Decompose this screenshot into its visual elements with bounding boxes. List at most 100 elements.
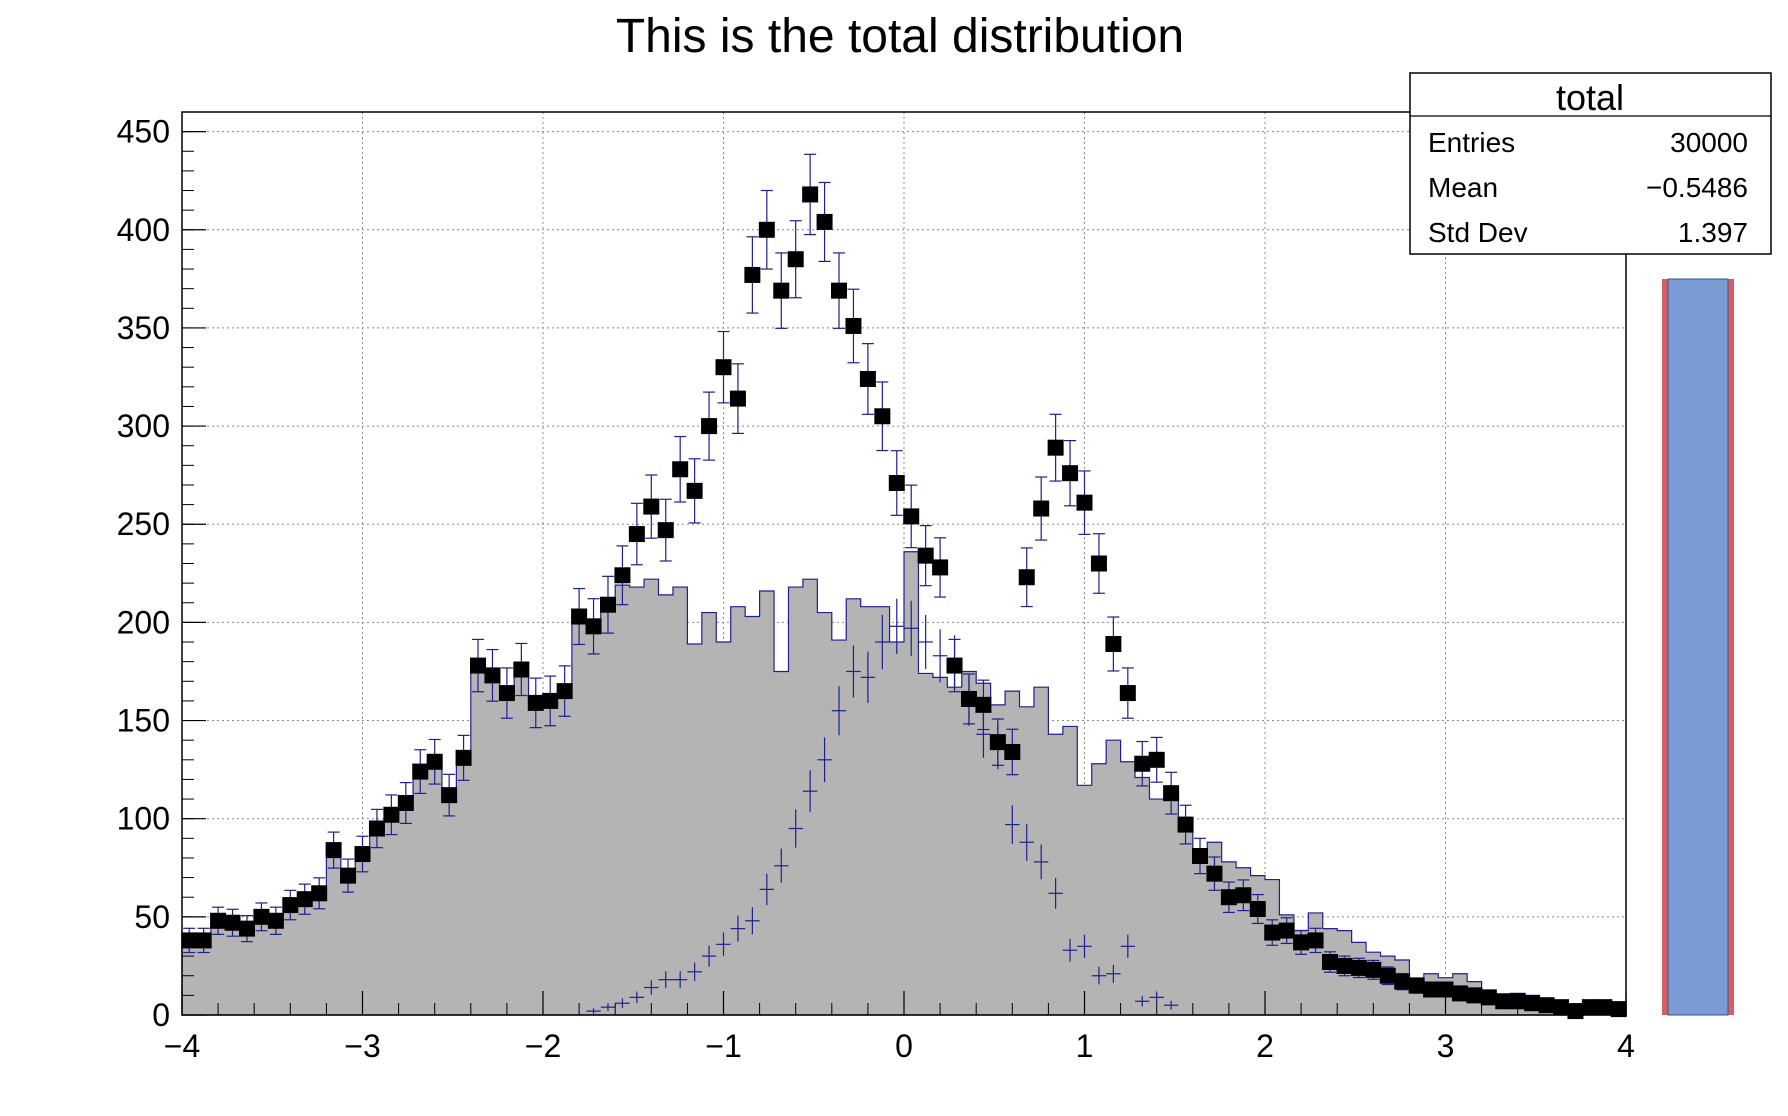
cross-series-layer	[586, 598, 1179, 1014]
data-marker	[672, 461, 689, 478]
stats-box: total Entries 30000 Mean −0.5486 Std Dev…	[1409, 72, 1772, 255]
data-marker	[498, 685, 515, 702]
data-marker	[816, 213, 833, 230]
data-marker	[267, 912, 284, 929]
data-marker	[1596, 999, 1613, 1016]
stats-value-stddev: 1.397	[1678, 217, 1748, 248]
data-marker	[1538, 997, 1555, 1014]
data-marker	[946, 657, 963, 674]
data-marker	[1119, 685, 1136, 702]
data-marker	[1423, 981, 1440, 998]
data-marker	[1394, 973, 1411, 990]
x-tick-label: 4	[1617, 1028, 1635, 1064]
data-marker	[1192, 847, 1209, 864]
data-marker	[1350, 959, 1367, 976]
x-tick-label: −2	[525, 1028, 561, 1064]
data-marker	[556, 683, 573, 700]
stats-value-mean: −0.5486	[1646, 172, 1748, 203]
data-marker	[1293, 934, 1310, 951]
data-marker	[1177, 816, 1194, 833]
data-marker	[686, 482, 703, 499]
x-tick-label: −4	[164, 1028, 200, 1064]
data-marker	[253, 908, 270, 925]
side-color-bar	[1662, 278, 1734, 1016]
x-tick-label: 0	[895, 1028, 913, 1064]
data-marker	[1321, 953, 1338, 970]
data-marker	[571, 608, 588, 625]
data-marker	[1076, 494, 1093, 511]
data-marker	[903, 508, 920, 525]
data-marker	[932, 559, 949, 576]
data-marker	[1495, 993, 1512, 1010]
data-marker	[773, 282, 790, 299]
data-marker	[513, 661, 530, 678]
data-marker	[859, 370, 876, 387]
data-marker	[1090, 555, 1107, 572]
data-marker	[397, 794, 414, 811]
stats-title: total	[1556, 77, 1624, 118]
chart-title: This is the total distribution	[616, 10, 1184, 63]
marker-series-layer	[181, 153, 1627, 1020]
data-marker	[1062, 465, 1079, 482]
data-marker	[1105, 635, 1122, 652]
data-marker	[1524, 995, 1541, 1012]
data-marker	[758, 221, 775, 238]
data-marker	[585, 618, 602, 635]
x-tick-label: 1	[1076, 1028, 1094, 1064]
y-tick-label: 100	[117, 801, 170, 837]
data-marker	[1466, 987, 1483, 1004]
data-marker	[917, 547, 934, 564]
data-marker	[599, 596, 616, 613]
data-marker	[643, 498, 660, 515]
plot-frame	[181, 111, 1627, 1016]
data-marker	[340, 867, 357, 884]
data-marker	[1018, 569, 1035, 586]
stats-label-entries: Entries	[1428, 127, 1515, 158]
data-marker	[210, 912, 227, 929]
y-tick-label: 150	[117, 703, 170, 739]
data-marker	[282, 897, 299, 914]
data-marker	[657, 522, 674, 539]
data-marker	[412, 763, 429, 780]
data-marker	[1408, 977, 1425, 994]
data-marker	[729, 390, 746, 407]
y-tick-label: 250	[117, 506, 170, 542]
data-marker	[1004, 743, 1021, 760]
data-marker	[715, 359, 732, 376]
data-marker	[628, 526, 645, 543]
y-tick-label: 0	[152, 997, 170, 1033]
data-marker	[874, 408, 891, 425]
data-marker	[224, 914, 241, 931]
y-tick-label: 400	[117, 212, 170, 248]
data-marker	[1148, 751, 1165, 768]
data-marker	[1278, 922, 1295, 939]
data-marker	[383, 806, 400, 823]
y-tick-label: 450	[117, 114, 170, 150]
data-marker	[1379, 967, 1396, 984]
data-marker	[1033, 500, 1050, 517]
side-bar-blue-fill	[1667, 278, 1729, 1016]
data-marker	[368, 820, 385, 837]
data-marker	[960, 690, 977, 707]
data-marker	[470, 657, 487, 674]
data-marker	[787, 251, 804, 268]
axes-layer: −4 −3 −2 −1 0 1 2 3 4 0 50 100 150 200 250 300 350 400 450	[117, 114, 1635, 1064]
data-marker	[354, 846, 371, 863]
data-marker	[1509, 993, 1526, 1010]
data-marker	[1206, 865, 1223, 882]
x-tick-label: −3	[344, 1028, 380, 1064]
data-marker	[701, 418, 718, 435]
data-marker	[238, 920, 255, 937]
data-marker	[1163, 785, 1180, 802]
x-tick-label: −1	[705, 1028, 741, 1064]
data-marker	[1307, 932, 1324, 949]
data-marker	[1437, 981, 1454, 998]
data-marker	[975, 696, 992, 713]
x-tick-label: 2	[1256, 1028, 1274, 1064]
data-marker	[831, 282, 848, 299]
data-marker	[1220, 889, 1237, 906]
data-marker	[325, 842, 342, 859]
data-marker	[1610, 1001, 1627, 1018]
